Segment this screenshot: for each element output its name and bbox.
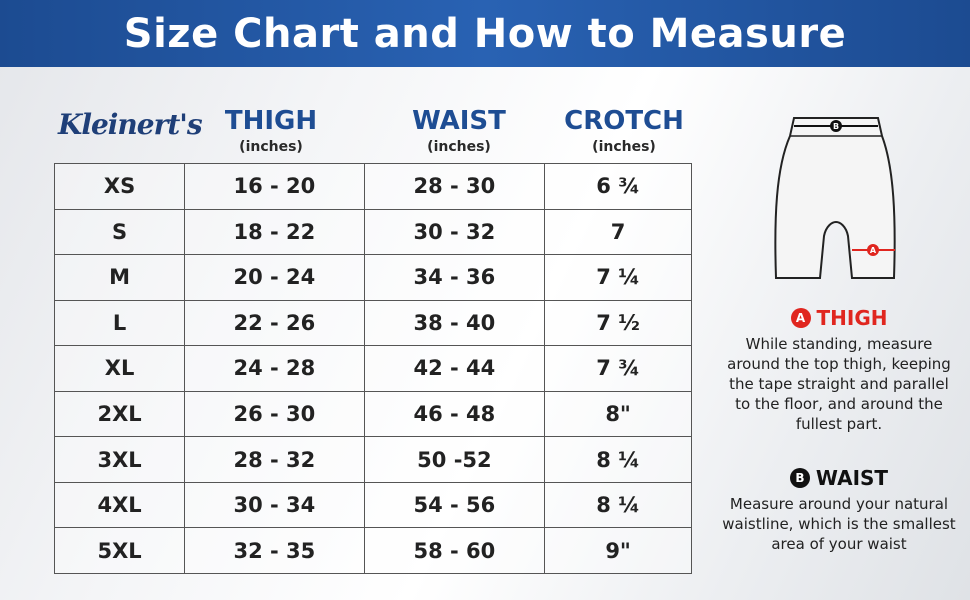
waist-cell: 46 - 48 [363,390,546,438]
thigh-guide: A THIGH While standing, measure around t… [720,306,958,434]
waist-cell: 38 - 40 [363,299,546,347]
waist-cell: 30 - 32 [363,208,546,256]
size-table: XS 16 - 20 28 - 30 6 ¾ S 18 - 22 30 - 32… [53,163,692,574]
crotch-cell: 8 ¼ [544,436,692,483]
table-row: S 18 - 22 30 - 32 7 [53,208,692,256]
size-cell: XS [53,163,186,210]
column-unit: (inches) [592,139,656,155]
thigh-cell: 26 - 30 [184,390,365,438]
column-title: CROTCH [564,106,684,136]
page-title: Size Chart and How to Measure [123,10,847,57]
table-row: 4XL 30 - 34 54 - 56 8 ¼ [53,481,692,529]
shorts-outline [774,117,896,279]
waist-marker-label: B [833,122,839,131]
thigh-cell: 32 - 35 [184,527,365,574]
waist-badge: B [789,468,810,488]
column-header-crotch: CROTCH (inches) [554,106,694,158]
waist-guide: B WAIST Measure around your natural wais… [720,466,958,554]
column-title: WAIST [412,106,506,136]
waist-cell: 50 -52 [363,436,546,483]
thigh-guide-heading: A THIGH [720,306,958,330]
crotch-cell: 7 ¾ [544,345,692,392]
waist-cell: 42 - 44 [363,345,546,392]
waist-guide-text: Measure around your natural waistline, w… [722,495,956,553]
crotch-cell: 9" [544,527,692,574]
size-cell: L [53,299,186,347]
table-row: L 22 - 26 38 - 40 7 ½ [53,299,692,347]
shorts-diagram: B A [774,117,896,279]
waist-cell: 54 - 56 [363,481,546,529]
waist-guide-heading: B WAIST [720,466,958,490]
crotch-cell: 7 [544,208,692,256]
column-title: THIGH [224,106,318,136]
header-banner: Size Chart and How to Measure [0,0,970,67]
table-row: 2XL 26 - 30 46 - 48 8" [53,390,692,438]
table-row: M 20 - 24 34 - 36 7 ¼ [53,254,692,301]
thigh-cell: 28 - 32 [184,436,365,483]
waist-marker [830,120,842,132]
crotch-cell: 6 ¾ [544,163,692,210]
thigh-cell: 16 - 20 [184,163,365,210]
table-row: 3XL 28 - 32 50 -52 8 ¼ [53,436,692,483]
column-unit: (inches) [427,139,491,155]
column-header-waist: WAIST (inches) [394,106,524,158]
thigh-cell: 22 - 26 [184,299,365,347]
column-unit: (inches) [239,139,303,155]
column-header-thigh: THIGH (inches) [206,106,336,158]
size-cell: 5XL [53,527,186,574]
waist-cell: 28 - 30 [363,163,546,210]
thigh-cell: 20 - 24 [184,254,365,301]
thigh-cell: 18 - 22 [184,208,365,256]
table-row: XS 16 - 20 28 - 30 6 ¾ [53,163,692,210]
size-cell: 2XL [53,390,186,438]
size-cell: S [53,208,186,256]
thigh-marker-label: A [870,246,877,255]
waist-guide-title: WAIST [815,466,889,490]
waist-cell: 34 - 36 [363,254,546,301]
thigh-guide-title: THIGH [816,306,888,330]
size-cell: 4XL [53,481,186,529]
waist-cell: 58 - 60 [363,527,546,574]
size-cell: XL [53,345,186,392]
thigh-marker [867,244,879,256]
thigh-guide-text: While standing, measure around the top t… [727,335,951,433]
table-row: XL 24 - 28 42 - 44 7 ¾ [53,345,692,392]
thigh-cell: 24 - 28 [184,345,365,392]
brand-logo: Kleinert's [58,108,203,141]
size-cell: M [53,254,186,301]
crotch-cell: 8" [544,390,692,438]
crotch-cell: 7 ½ [544,299,692,347]
crotch-cell: 8 ¼ [544,481,692,529]
thigh-cell: 30 - 34 [184,481,365,529]
crotch-cell: 7 ¼ [544,254,692,301]
thigh-badge: A [790,308,811,328]
table-row: 5XL 32 - 35 58 - 60 9" [53,527,692,574]
size-cell: 3XL [53,436,186,483]
